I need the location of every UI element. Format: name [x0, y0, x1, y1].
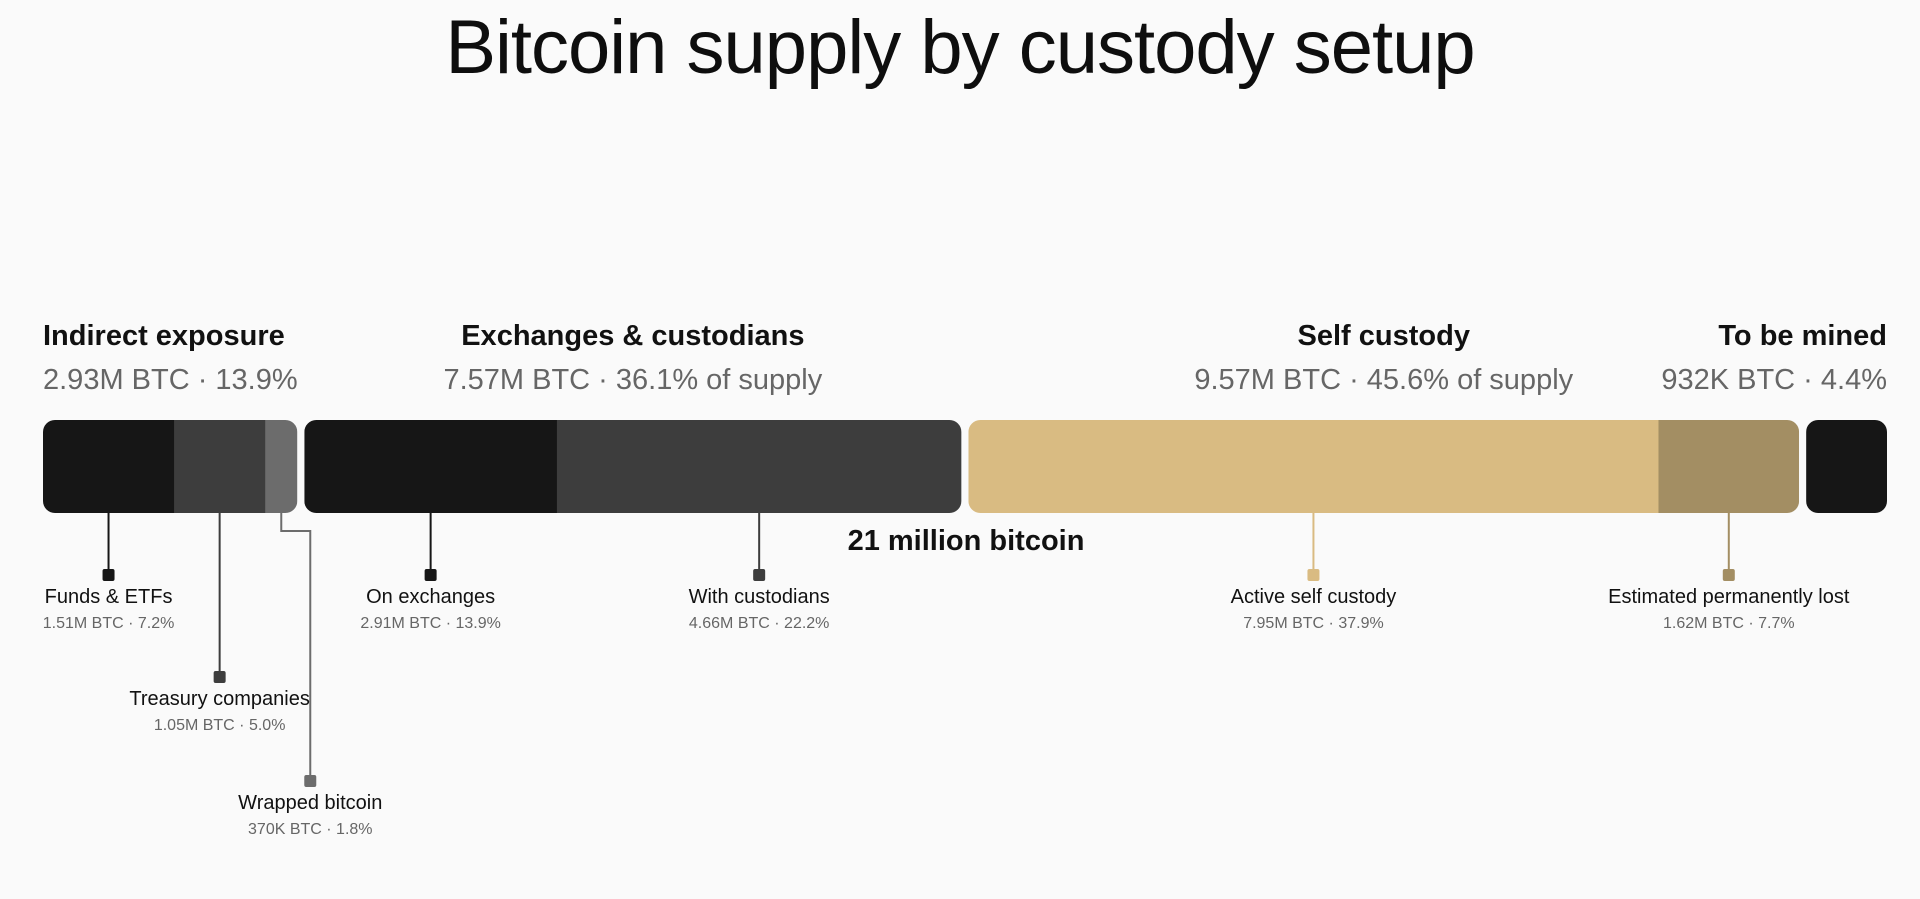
segment-label-wrapped-bitcoin: Wrapped bitcoin	[238, 792, 383, 814]
group-exchanges-and-custodians-summary: 7.57M BTC · 36.1% of supply	[443, 364, 823, 396]
connector-marker-on-exchanges	[424, 569, 437, 581]
bar-segment-funds-and-etfs	[43, 420, 175, 513]
group-exchanges-and-custodians-bar	[304, 420, 962, 513]
connector-marker-with-custodians	[753, 569, 766, 581]
group-self-custody-title: Self custody	[1297, 320, 1470, 352]
segment-label-funds-and-etfs: Funds & ETFs	[44, 586, 173, 608]
segment-value-funds-and-etfs: 1.51M BTC · 7.2%	[42, 615, 175, 632]
segment-value-estimated-permanently-lost: 1.62M BTC · 7.7%	[1662, 615, 1795, 632]
connector-marker-wrapped-bitcoin	[304, 775, 317, 787]
segment-value-on-exchanges: 2.91M BTC · 13.9%	[360, 615, 501, 632]
bar-segment-wrapped-bitcoin	[265, 420, 298, 513]
segment-value-active-self-custody: 7.95M BTC · 37.9%	[1243, 615, 1384, 632]
bar-segment-to-be-mined	[1806, 420, 1887, 513]
segment-value-treasury-companies: 1.05M BTC · 5.0%	[153, 717, 286, 734]
group-to-be-mined-summary: 932K BTC · 4.4%	[1661, 364, 1887, 396]
group-indirect-exposure-title: Indirect exposure	[43, 320, 285, 352]
segment-label-active-self-custody: Active self custody	[1230, 586, 1397, 608]
segment-label-treasury-companies: Treasury companies	[129, 688, 310, 710]
bar-segment-with-custodians	[556, 420, 962, 513]
bar-segment-estimated-permanently-lost	[1658, 420, 1800, 513]
group-to-be-mined-bar	[1806, 420, 1887, 513]
chart-title: Bitcoin supply by custody setup	[445, 5, 1475, 90]
bar-segment-active-self-custody	[968, 420, 1659, 513]
segment-label-on-exchanges: On exchanges	[366, 586, 496, 608]
group-self-custody-summary: 9.57M BTC · 45.6% of supply	[1194, 364, 1574, 396]
group-self-custody-bar	[968, 420, 1800, 513]
group-indirect-exposure-summary: 2.93M BTC · 13.9%	[43, 364, 298, 396]
group-exchanges-and-custodians-title: Exchanges & custodians	[461, 320, 805, 352]
total-supply-label: 21 million bitcoin	[847, 525, 1085, 557]
connector-marker-funds-and-etfs	[102, 569, 115, 581]
connector-wrapped-bitcoin	[280, 513, 312, 781]
connector-marker-treasury-companies	[213, 671, 226, 683]
segment-value-with-custodians: 4.66M BTC · 22.2%	[688, 615, 830, 632]
connector-marker-active-self-custody	[1307, 569, 1320, 581]
group-to-be-mined-title: To be mined	[1718, 320, 1887, 352]
bar-segment-treasury-companies	[174, 420, 266, 513]
bar-segment-on-exchanges	[304, 420, 558, 513]
segment-value-wrapped-bitcoin: 370K BTC · 1.8%	[248, 821, 373, 838]
segment-label-estimated-permanently-lost: Estimated permanently lost	[1608, 586, 1850, 608]
segment-label-with-custodians: With custodians	[688, 586, 830, 608]
group-indirect-exposure-bar	[43, 420, 298, 513]
connector-marker-estimated-permanently-lost	[1722, 569, 1735, 581]
